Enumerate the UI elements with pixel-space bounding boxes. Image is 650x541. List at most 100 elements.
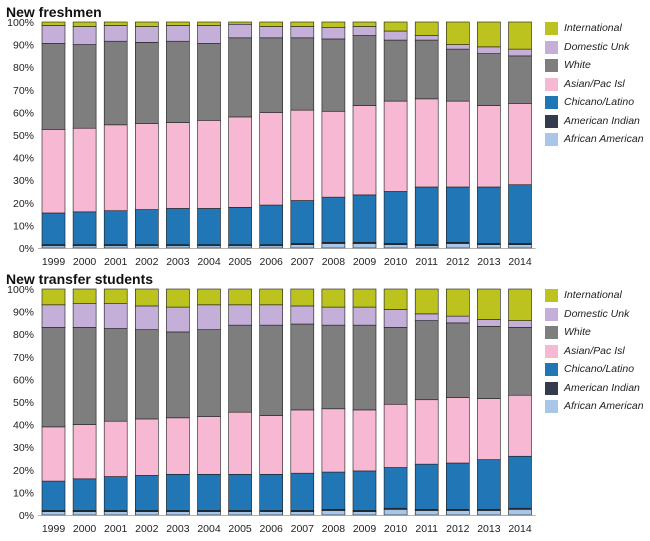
bar-segment-asian-pac-isl	[352, 105, 377, 196]
bar-segment-chicano-latino	[228, 474, 252, 511]
legend-label: International	[564, 22, 622, 34]
legend-swatch	[545, 59, 558, 72]
legend-swatch	[545, 289, 558, 302]
bar-segment-chicano-latino	[41, 212, 66, 245]
bar-stack-2000	[72, 21, 97, 249]
y-tick-label: 70%	[13, 352, 34, 364]
bar-stack-2001	[103, 21, 128, 249]
bar-segment-white	[259, 324, 284, 416]
y-tick-label: 80%	[13, 329, 34, 341]
bar-segment-asian-pac-isl	[228, 116, 252, 208]
bar-stack-2005	[228, 21, 252, 249]
bar-stack-2011	[414, 288, 439, 516]
bar-segment-asian-pac-isl	[135, 123, 159, 210]
legend-label: International	[564, 289, 622, 301]
bar-segment-international	[72, 21, 97, 27]
x-tick-label: 1999	[42, 523, 66, 535]
bar-segment-international	[508, 288, 532, 321]
bar-segment-international	[352, 21, 377, 27]
legend-swatch	[545, 326, 558, 339]
bar-segment-international	[103, 288, 128, 304]
freshmen-stacked-bar-chart: 0% 10% 20% 30% 40% 50% 60% 70% 80% 90% 100% 1999 200…	[7, 17, 536, 268]
bar-segment-chicano-latino	[166, 208, 190, 245]
bar-segment-domestic-unk	[352, 306, 377, 326]
x-tick-label: 2000	[73, 523, 97, 535]
bar-segment-chicano-latino	[72, 478, 97, 511]
y-tick-label: 90%	[13, 307, 34, 319]
legend-swatch	[545, 307, 558, 321]
bar-segment-white	[383, 327, 408, 405]
bar-segment-domestic-unk	[166, 306, 190, 333]
bar-segment-international	[166, 288, 190, 308]
bar-segment-white	[477, 325, 501, 399]
y-tick-label: 10%	[13, 220, 34, 232]
x-tick-label: 2007	[291, 523, 315, 535]
bar-segment-asian-pac-isl	[383, 100, 408, 192]
bar-segment-african-american	[166, 245, 190, 249]
bar-segment-african-american	[290, 511, 315, 516]
bar-segment-asian-pac-isl	[477, 398, 501, 460]
bar-stack-2014	[508, 21, 532, 249]
x-tick-label: 2001	[104, 523, 128, 535]
bar-segment-domestic-unk	[477, 46, 501, 54]
bar-segment-international	[259, 21, 284, 27]
bar-segment-domestic-unk	[135, 305, 159, 330]
bar-segment-domestic-unk	[445, 315, 470, 324]
bar-segment-asian-pac-isl	[41, 129, 66, 214]
bar-stack-2004	[197, 21, 221, 249]
bar-segment-domestic-unk	[352, 26, 377, 36]
bar-segment-international	[477, 288, 501, 320]
y-tick-label: 50%	[13, 130, 34, 142]
bar-segment-asian-pac-isl	[72, 424, 97, 480]
bar-segment-domestic-unk	[414, 35, 439, 41]
bar-segment-international	[197, 288, 221, 306]
bar-segment-white	[166, 40, 190, 123]
bar-stack-2009	[352, 21, 377, 249]
bar-segment-white	[228, 324, 252, 413]
bar-segment-domestic-unk	[103, 25, 128, 42]
bar-segment-white	[321, 324, 346, 410]
bar-segment-international	[383, 288, 408, 310]
bar-segment-chicano-latino	[135, 209, 159, 245]
chart-title: New transfer students	[6, 271, 154, 287]
bar-segment-chicano-latino	[197, 474, 221, 511]
y-tick-label: 80%	[13, 62, 34, 74]
bar-segment-chicano-latino	[259, 204, 284, 245]
legend-label: Domestic Unk	[564, 40, 630, 53]
bar-segment-african-american	[477, 244, 501, 249]
bar-segment-international	[166, 21, 190, 26]
legend-label: American Indian	[564, 114, 640, 127]
bar-segment-african-american	[228, 245, 252, 249]
bar-segment-white	[103, 40, 128, 126]
bar-segment-asian-pac-isl	[103, 420, 128, 477]
x-tick-label: 2007	[291, 256, 315, 268]
legend-swatch	[545, 96, 558, 109]
legend-label: Asian/Pac Isl	[564, 77, 625, 90]
x-tick-label: 2003	[166, 256, 190, 268]
bar-segment-international	[103, 21, 128, 26]
bar-segment-african-american	[477, 510, 501, 516]
bar-segment-domestic-unk	[72, 26, 97, 45]
bar-segment-international	[445, 21, 470, 45]
bar-segment-international	[321, 288, 346, 308]
x-tick-label: 2008	[322, 256, 346, 268]
bar-segment-domestic-unk	[508, 320, 532, 328]
bar-segment-domestic-unk	[445, 44, 470, 50]
x-tick-label: 2013	[477, 523, 501, 535]
bar-stack-2012	[445, 288, 470, 516]
bar-stack-2013	[477, 21, 501, 249]
bar-segment-african-american	[135, 511, 159, 516]
bar-segment-chicano-latino	[383, 191, 408, 244]
bar-segment-chicano-latino	[290, 200, 315, 244]
bar-segment-international	[508, 21, 532, 50]
bar-segment-domestic-unk	[383, 309, 408, 328]
x-tick-label: 2012	[446, 523, 470, 535]
bar-segment-chicano-latino	[414, 186, 439, 245]
bar-segment-african-american	[508, 244, 532, 249]
bar-segment-international	[259, 288, 284, 306]
bar-segment-african-american	[352, 243, 377, 249]
legend-swatch	[545, 400, 558, 413]
bar-stack-2001	[103, 288, 128, 516]
x-tick-label: 2005	[228, 256, 252, 268]
bar-segment-domestic-unk	[228, 23, 252, 39]
